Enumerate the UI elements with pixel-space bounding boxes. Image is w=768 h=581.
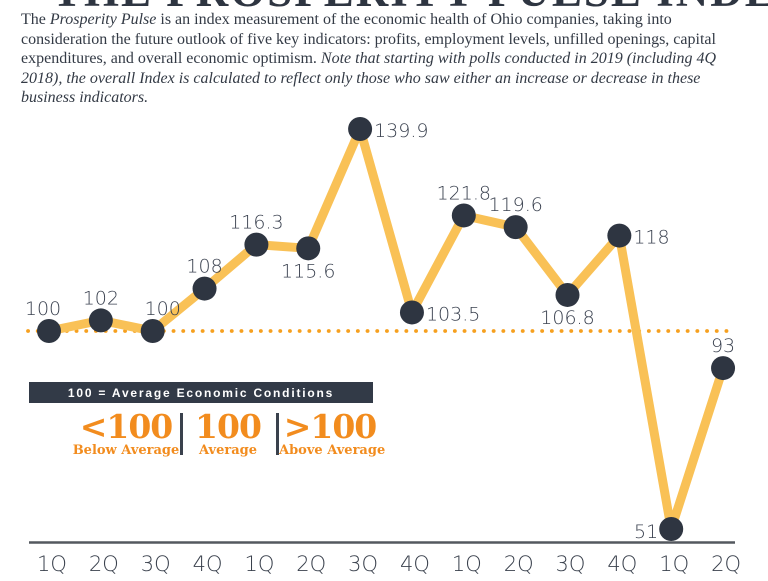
data-point-label: 116.3 [229,212,283,234]
data-point-label: 100 [145,298,181,320]
data-point-marker [659,517,684,541]
data-point-marker [88,308,113,333]
legend-caption-above: Above Average [279,443,386,458]
x-axis-tick-label: 4Q [607,552,637,576]
data-point-label: 100 [25,298,61,320]
legend-item-above-average: >100 Above Average [279,407,386,458]
x-axis-tick-label: 1Q [37,552,67,576]
x-axis-tick-label: 3Q [556,552,586,576]
legend-divider [180,413,183,455]
x-axis-tick-label: 1Q [452,552,482,576]
legend-caption-average: Average [198,443,258,458]
data-point-label: 102 [83,287,119,309]
page-title: THE PROSPERITY PULSE INDEX [52,0,768,17]
x-axis-tick-label: 1Q [244,552,274,576]
legend-value-average: 100 [195,407,262,446]
data-point-marker [192,276,217,301]
x-axis-tick-label: 1Q [659,552,689,576]
x-axis-tick-label: 2Q [296,552,326,576]
x-axis-tick-label: 3Q [348,552,378,576]
data-point-marker [607,223,632,248]
data-point-label: 118 [633,227,669,249]
data-point-marker [296,236,321,261]
data-point-marker [399,300,424,325]
x-axis-tick-label: 4Q [400,552,430,576]
legend-item-average: 100 Average [186,407,270,458]
data-point-marker [503,215,528,240]
x-axis-tick-label: 2Q [504,552,534,576]
legend-caption-below: Below Average [72,443,180,458]
legend-divider [276,413,279,455]
data-point-marker [451,203,476,228]
description-text: The Prosperity Pulse is an index measure… [21,11,717,106]
data-point-marker [711,356,736,381]
legend-value-above: >100 [283,407,378,446]
legend-value-below: <100 [79,407,174,446]
data-point-marker [555,282,580,307]
data-point-label: 139.9 [374,120,428,142]
legend-item-below-average: <100 Below Average [63,407,189,458]
x-axis-tick-label: 4Q [193,552,223,576]
data-point-label: 115.6 [281,260,335,282]
data-point-marker [348,117,373,141]
legend-header: 100 = Average Economic Conditions [29,382,373,403]
data-point-label: 51 [634,521,658,543]
data-point-label: 121.8 [437,182,491,204]
x-axis-tick-label: 2Q [711,552,741,576]
data-point-marker [140,319,165,343]
x-axis-tick-label: 2Q [89,552,119,576]
data-point-marker [37,319,61,343]
data-point-label: 93 [711,335,735,357]
data-point-label: 119.6 [488,194,542,216]
data-point-label: 103.5 [426,303,480,325]
data-point-marker [244,232,269,257]
data-point-label: 108 [186,256,222,278]
x-axis-tick-label: 3Q [141,552,171,576]
data-point-label: 106.8 [540,307,594,329]
